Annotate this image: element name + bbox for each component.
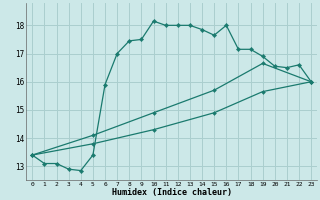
X-axis label: Humidex (Indice chaleur): Humidex (Indice chaleur) [112, 188, 232, 197]
